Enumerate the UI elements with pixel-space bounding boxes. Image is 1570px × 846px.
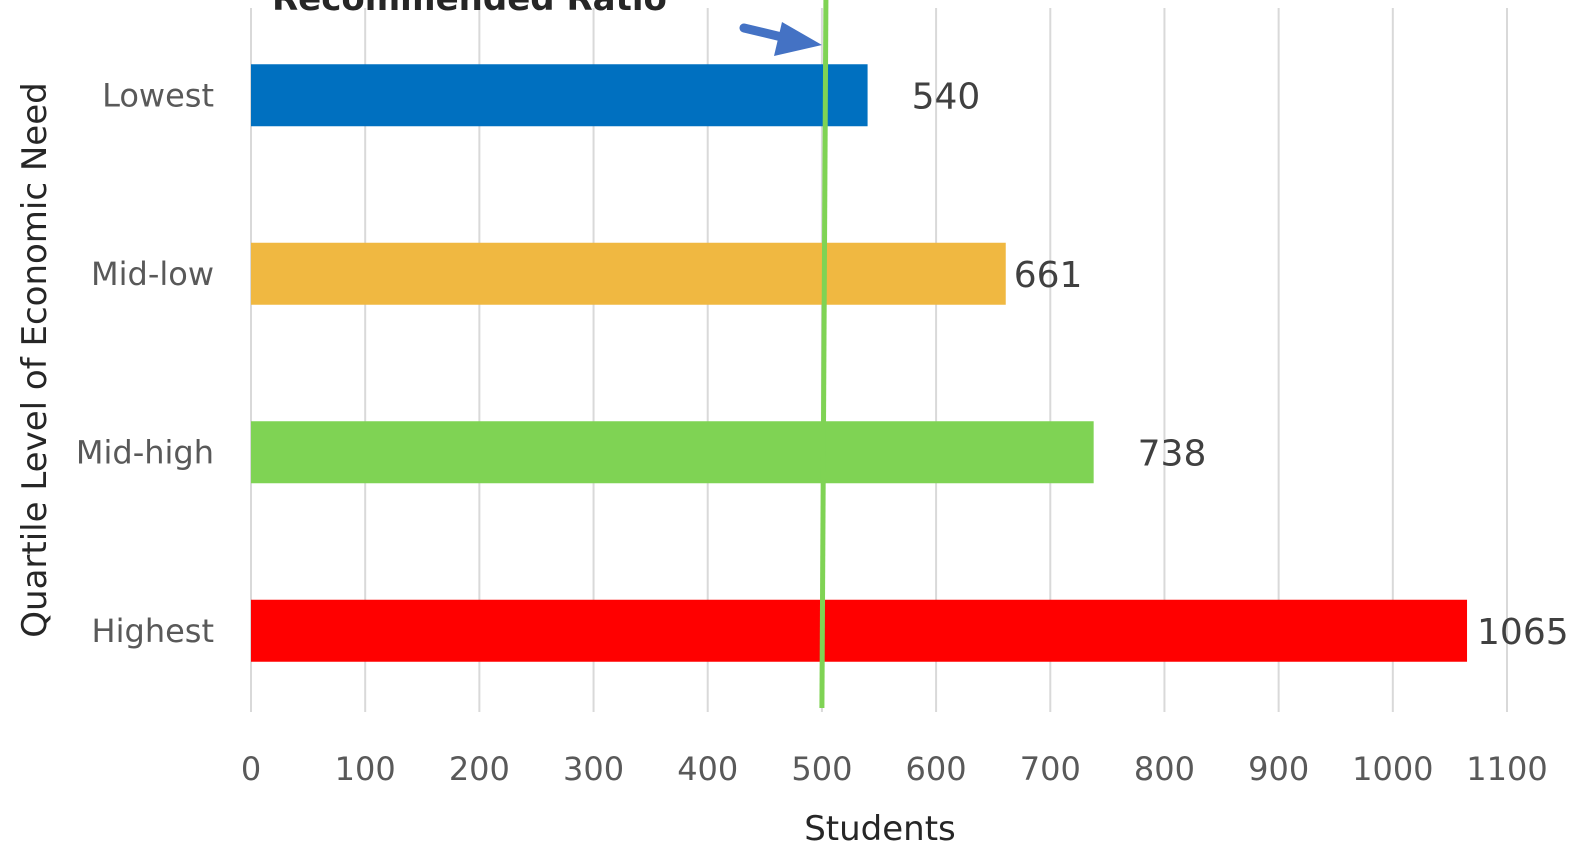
data-label-highest: 1065: [1477, 612, 1569, 653]
reference-arrow-icon: [739, 22, 822, 56]
x-tick-label-800: 800: [1134, 750, 1195, 788]
bar-highest: [251, 599, 1468, 662]
x-tick-label-200: 200: [449, 750, 510, 788]
bar-mid-low: [251, 242, 1006, 305]
category-label-mid-low: Mid-low: [91, 255, 214, 293]
x-tick-label-400: 400: [677, 750, 738, 788]
x-tick-label-0: 0: [241, 750, 261, 788]
x-tick-label-500: 500: [791, 750, 852, 788]
x-tick-label-600: 600: [906, 750, 967, 788]
reference-line: [819, 0, 829, 709]
x-tick-label-700: 700: [1020, 750, 1081, 788]
x-tick-label-100: 100: [335, 750, 396, 788]
x-tick-label-900: 900: [1248, 750, 1309, 788]
data-label-mid-low: 661: [1014, 255, 1083, 296]
x-axis-title: Students: [804, 809, 956, 846]
x-tick-label-1100: 1100: [1466, 750, 1547, 788]
x-tick-label-300: 300: [563, 750, 624, 788]
data-label-mid-high: 738: [1138, 433, 1207, 474]
labels: 0 100 200 300 400 500 600 700 800 900 1000 1100 Lowe…: [76, 76, 1569, 788]
reference-line-label: Recommended Ratio: [272, 0, 667, 19]
category-label-highest: Highest: [92, 612, 214, 650]
category-label-mid-high: Mid-high: [76, 433, 214, 471]
category-label-lowest: Lowest: [102, 76, 214, 114]
x-tick-label-1000: 1000: [1352, 750, 1433, 788]
data-label-lowest: 540: [912, 76, 981, 117]
bar-lowest: [251, 64, 868, 127]
y-axis-title: Quartile Level of Economic Need: [15, 82, 55, 637]
reference-line-group: [739, 0, 829, 709]
bars: [251, 64, 1468, 662]
bar-mid-high: [251, 421, 1094, 484]
